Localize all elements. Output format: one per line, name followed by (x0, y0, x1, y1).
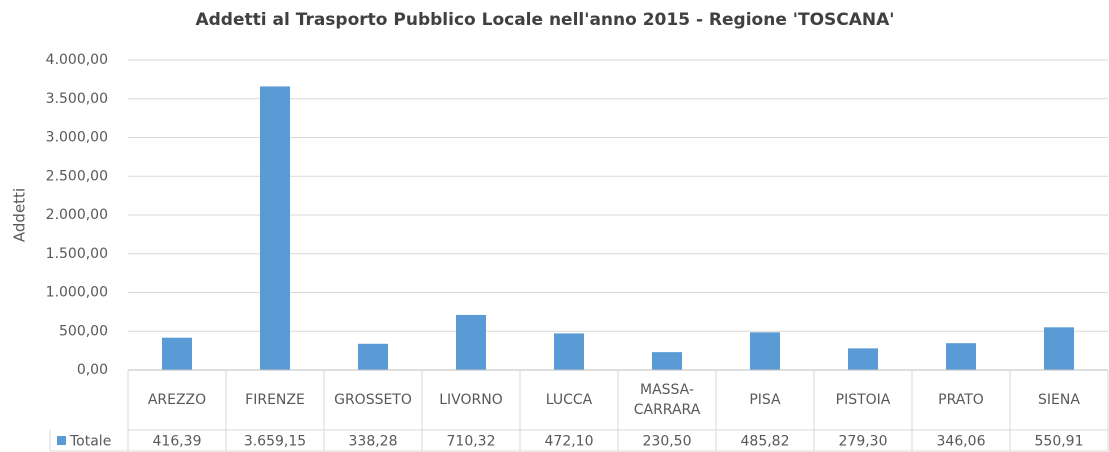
table-value: 346,06 (937, 434, 986, 450)
x-tick-label: GROSSETO (334, 392, 412, 408)
bar (162, 337, 192, 370)
bar (554, 333, 584, 370)
bar (652, 352, 682, 370)
bar (848, 348, 878, 370)
legend-label: Totale (69, 434, 111, 450)
table-value: 485,82 (741, 434, 790, 450)
y-tick-label: 500,00 (59, 323, 108, 339)
bar (358, 343, 388, 370)
table-value: 472,10 (545, 434, 594, 450)
y-tick-label: 3.000,00 (46, 130, 108, 146)
y-tick-label: 2.500,00 (46, 168, 108, 184)
y-tick-label: 2.000,00 (46, 207, 108, 223)
x-tick-label: SIENA (1038, 392, 1080, 408)
y-tick-label: 1.000,00 (46, 285, 108, 301)
x-tick-label: PISTOIA (836, 392, 891, 408)
table-value: 3.659,15 (244, 434, 306, 450)
x-tick-label: PRATO (938, 392, 984, 408)
table-value: 710,32 (447, 434, 496, 450)
table-value: 550,91 (1035, 434, 1084, 450)
legend-key (57, 436, 66, 445)
table-value: 416,39 (153, 434, 202, 450)
bar (260, 86, 290, 370)
bar (456, 314, 486, 370)
bar (750, 332, 780, 370)
table-value: 338,28 (349, 434, 398, 450)
y-tick-label: 4.000,00 (46, 52, 108, 68)
table-value: 279,30 (839, 434, 888, 450)
x-tick-label: PISA (749, 392, 781, 408)
x-tick-label: AREZZO (148, 392, 206, 408)
bar (1044, 327, 1074, 370)
x-tick-label: LUCCA (546, 392, 593, 408)
x-tick-label: MASSA-CARRARA (634, 382, 701, 418)
table-value: 230,50 (643, 434, 692, 450)
x-tick-label: LIVORNO (439, 392, 503, 408)
bar (946, 343, 976, 370)
chart-title: Addetti al Trasporto Pubblico Locale nel… (195, 10, 894, 30)
x-tick-label: FIRENZE (245, 392, 305, 408)
y-tick-label: 1.500,00 (46, 246, 108, 262)
y-axis-label: Addetti (11, 188, 29, 242)
y-tick-label: 0,00 (77, 362, 108, 378)
y-tick-label: 3.500,00 (46, 91, 108, 107)
